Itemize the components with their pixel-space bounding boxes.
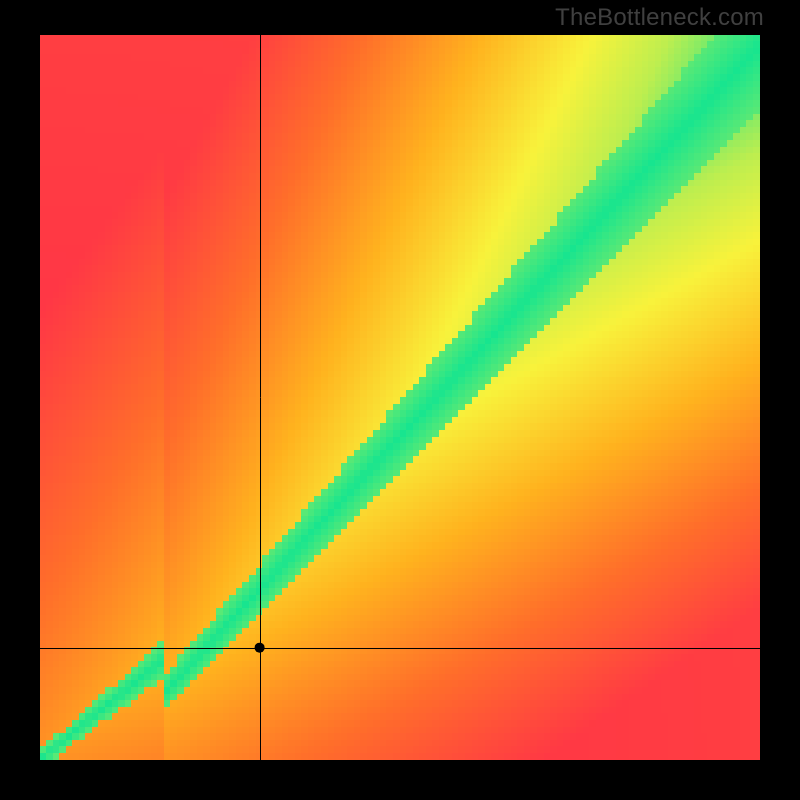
watermark-text: TheBottleneck.com	[555, 4, 764, 32]
bottleneck-heatmap	[40, 35, 760, 760]
chart-container: { "watermark": { "text": "TheBottleneck.…	[0, 0, 800, 800]
